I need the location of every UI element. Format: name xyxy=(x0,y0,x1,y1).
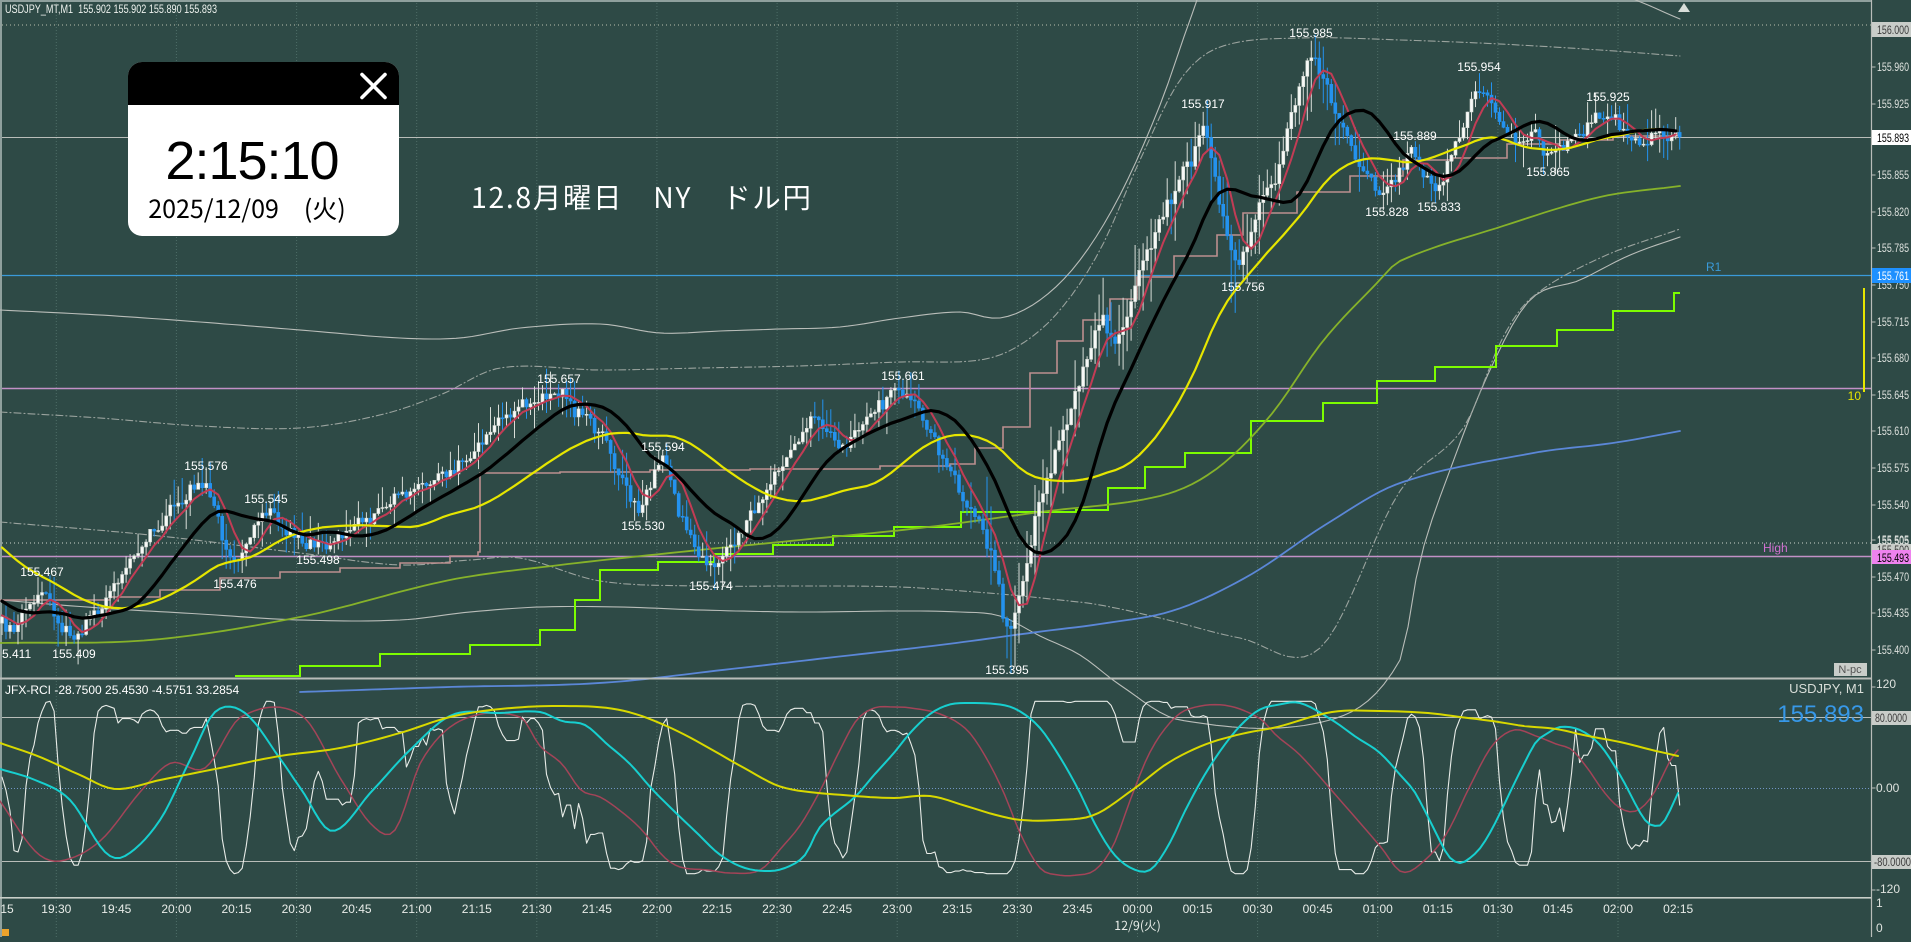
svg-text:5.411: 5.411 xyxy=(2,647,31,661)
svg-text:0: 0 xyxy=(1876,921,1883,935)
svg-text:155.954: 155.954 xyxy=(1457,60,1501,74)
svg-text:155.657: 155.657 xyxy=(537,372,581,386)
svg-text:155.575: 155.575 xyxy=(1877,463,1909,475)
svg-text:-80.0000: -80.0000 xyxy=(1874,857,1911,869)
svg-text:20:45: 20:45 xyxy=(342,902,372,916)
svg-text:155.470: 155.470 xyxy=(1877,572,1909,584)
svg-text:23:30: 23:30 xyxy=(1002,902,1032,916)
svg-text:22:00: 22:00 xyxy=(642,902,672,916)
svg-text:155.498: 155.498 xyxy=(296,553,340,567)
svg-text:155.820: 155.820 xyxy=(1877,207,1909,219)
svg-text:155.925: 155.925 xyxy=(1877,99,1909,111)
svg-text:23:00: 23:00 xyxy=(882,902,912,916)
svg-text:01:30: 01:30 xyxy=(1483,902,1513,916)
svg-text:155.785: 155.785 xyxy=(1877,243,1909,255)
svg-text:20:00: 20:00 xyxy=(161,902,191,916)
svg-text:20:15: 20:15 xyxy=(221,902,251,916)
svg-text:22:30: 22:30 xyxy=(762,902,792,916)
svg-text:155.680: 155.680 xyxy=(1877,353,1909,365)
svg-text:23:15: 23:15 xyxy=(942,902,972,916)
svg-text:155.409: 155.409 xyxy=(52,647,96,661)
svg-text:0.00: 0.00 xyxy=(1876,781,1900,795)
svg-text:155.530: 155.530 xyxy=(621,519,665,533)
svg-text:00:00: 00:00 xyxy=(1122,902,1152,916)
svg-text:USDJPY_MT,M1 155.902 155.902: USDJPY_MT,M1 155.902 155.902 155.890 155… xyxy=(5,4,217,16)
svg-text:21:45: 21:45 xyxy=(582,902,612,916)
svg-text:155.761: 155.761 xyxy=(1877,271,1909,283)
svg-text:01:00: 01:00 xyxy=(1363,902,1393,916)
svg-text:19:30: 19:30 xyxy=(41,902,71,916)
svg-text:2:15:10: 2:15:10 xyxy=(165,131,338,191)
svg-text:-120: -120 xyxy=(1876,882,1900,896)
svg-text:155.893: 155.893 xyxy=(1777,701,1864,728)
svg-text:15: 15 xyxy=(0,902,14,916)
svg-text:155.467: 155.467 xyxy=(20,565,64,579)
svg-text:155.474: 155.474 xyxy=(689,579,733,593)
svg-text:155.893: 155.893 xyxy=(1877,133,1909,145)
svg-text:01:15: 01:15 xyxy=(1423,902,1453,916)
svg-text:00:15: 00:15 xyxy=(1183,902,1213,916)
svg-text:01:45: 01:45 xyxy=(1543,902,1573,916)
svg-text:155.855: 155.855 xyxy=(1877,170,1909,182)
svg-text:20:30: 20:30 xyxy=(282,902,312,916)
svg-text:155.925: 155.925 xyxy=(1586,90,1630,104)
svg-text:155.545: 155.545 xyxy=(244,492,288,506)
svg-text:21:15: 21:15 xyxy=(462,902,492,916)
svg-text:155.594: 155.594 xyxy=(641,440,685,454)
svg-text:155.645: 155.645 xyxy=(1877,390,1909,402)
svg-text:155.576: 155.576 xyxy=(184,459,228,473)
svg-text:155.435: 155.435 xyxy=(1877,608,1909,620)
svg-text:155.610: 155.610 xyxy=(1877,426,1909,438)
svg-text:120: 120 xyxy=(1876,677,1896,691)
svg-text:22:45: 22:45 xyxy=(822,902,852,916)
svg-text:80.0000: 80.0000 xyxy=(1875,713,1907,725)
svg-text:22:15: 22:15 xyxy=(702,902,732,916)
svg-text:155.960: 155.960 xyxy=(1877,62,1909,74)
svg-text:10: 10 xyxy=(1848,389,1862,403)
svg-text:00:45: 00:45 xyxy=(1303,902,1333,916)
svg-text:155.889: 155.889 xyxy=(1393,129,1437,143)
svg-text:R1: R1 xyxy=(1706,260,1722,274)
svg-text:155.833: 155.833 xyxy=(1417,200,1461,214)
svg-text:156.000: 156.000 xyxy=(1877,25,1909,37)
svg-text:155.395: 155.395 xyxy=(985,663,1029,677)
svg-text:155.865: 155.865 xyxy=(1526,165,1570,179)
svg-text:1: 1 xyxy=(1876,896,1883,910)
svg-text:155.985: 155.985 xyxy=(1289,26,1333,40)
svg-text:155.917: 155.917 xyxy=(1181,97,1225,111)
svg-text:19:45: 19:45 xyxy=(101,902,131,916)
svg-text:00:30: 00:30 xyxy=(1243,902,1273,916)
svg-text:155.828: 155.828 xyxy=(1365,205,1409,219)
svg-text:155.493: 155.493 xyxy=(1877,553,1909,565)
svg-text:02:15: 02:15 xyxy=(1663,902,1693,916)
svg-text:23:45: 23:45 xyxy=(1062,902,1092,916)
svg-text:USDJPY, M1: USDJPY, M1 xyxy=(1789,681,1864,696)
svg-text:02:00: 02:00 xyxy=(1603,902,1633,916)
svg-text:JFX-RCI -28.7500 25.4530 -4.57: JFX-RCI -28.7500 25.4530 -4.5751 33.2854 xyxy=(5,683,239,697)
svg-text:21:00: 21:00 xyxy=(402,902,432,916)
svg-text:155.476: 155.476 xyxy=(213,577,257,591)
svg-text:155.661: 155.661 xyxy=(881,369,925,383)
svg-text:High: High xyxy=(1763,541,1788,555)
svg-text:N-pc: N-pc xyxy=(1838,664,1862,676)
svg-text:155.715: 155.715 xyxy=(1877,317,1909,329)
svg-text:21:30: 21:30 xyxy=(522,902,552,916)
svg-text:155.400: 155.400 xyxy=(1877,645,1909,657)
svg-text:155.756: 155.756 xyxy=(1221,280,1265,294)
svg-text:155.540: 155.540 xyxy=(1877,500,1909,512)
